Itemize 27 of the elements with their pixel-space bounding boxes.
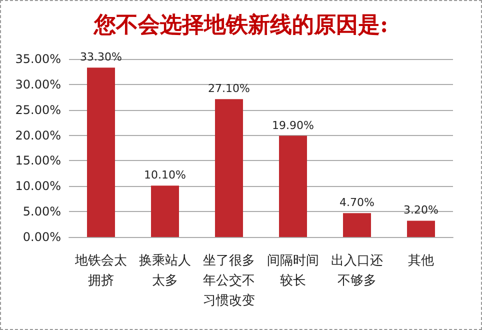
x-tick-label: 出入口还不够多	[331, 254, 383, 288]
chart-title: 您不会选择地铁新线的原因是:	[92, 12, 388, 38]
data-label: 3.20%	[404, 204, 438, 217]
bar	[215, 99, 243, 237]
x-tick-label: 其他	[408, 254, 434, 268]
data-label: 4.70%	[340, 196, 374, 210]
bar	[407, 220, 435, 237]
data-label: 19.90%	[272, 118, 314, 132]
y-tick-label: 5.00%	[22, 204, 61, 219]
bar	[343, 213, 371, 237]
y-tick-label: 10.00%	[15, 179, 61, 194]
y-tick-label: 35.00%	[15, 52, 61, 66]
x-tick-label: 间隔时间较长	[267, 254, 319, 288]
data-label: 33.30%	[80, 50, 122, 64]
y-tick-label: 0.00%	[22, 230, 61, 244]
bar	[151, 186, 179, 237]
data-label: 27.10%	[208, 82, 250, 96]
bar	[87, 68, 115, 237]
bar	[279, 136, 307, 237]
data-label: 10.10%	[144, 168, 186, 182]
y-tick-label: 20.00%	[15, 128, 61, 142]
y-tick-label: 30.00%	[15, 77, 61, 92]
x-tick-label: 坐了很多年公交不习惯改变	[203, 254, 255, 308]
x-tick-label: 换乘站人太多	[139, 254, 191, 288]
y-tick-label: 25.00%	[15, 102, 61, 117]
y-tick-label: 15.00%	[15, 154, 61, 168]
x-tick-label: 地铁会太拥挤	[74, 254, 127, 288]
